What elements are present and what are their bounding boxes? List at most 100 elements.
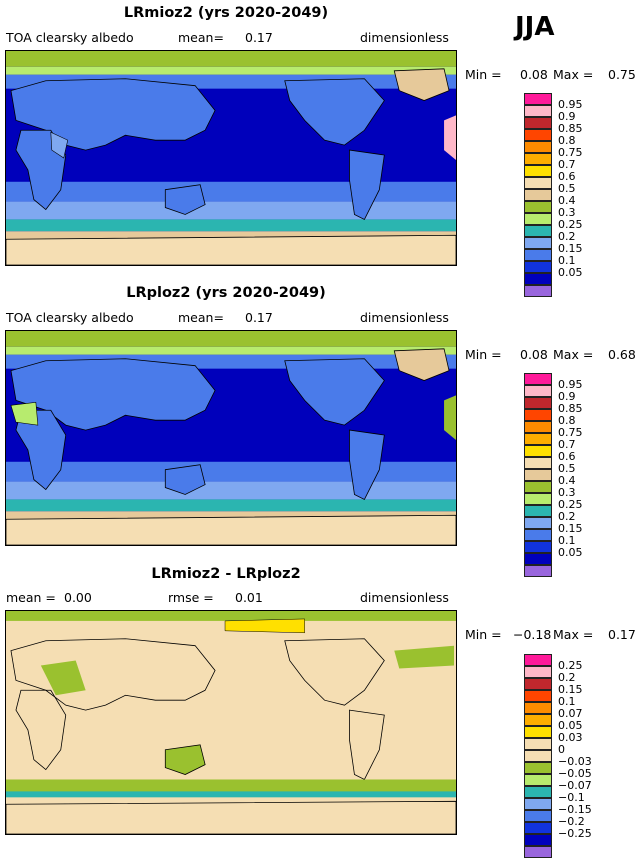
colorbar-tick-label: 0.2: [558, 510, 576, 523]
panel3-max-value: 0.17: [608, 627, 636, 642]
colorbar-tick-label: 0.5: [558, 462, 576, 475]
colorbar-tick-label: 0.95: [558, 98, 583, 111]
panel1-title: LRmioz2 (yrs 2020-2049): [123, 5, 329, 21]
colorbar-swatch: [524, 738, 552, 750]
colorbar-swatch: [524, 201, 552, 213]
panel3-max-label: Max =: [553, 627, 594, 642]
panel2-max-value: 0.68: [608, 347, 636, 362]
colorbar-swatch: [524, 786, 552, 798]
panel3-mean-label: mean =: [6, 590, 56, 605]
colorbar-swatch: [524, 93, 552, 105]
colorbar-swatch: [524, 481, 552, 493]
colorbar-swatch: [524, 541, 552, 553]
colorbar-swatch: [524, 517, 552, 529]
colorbar-tick-label: 0.85: [558, 122, 583, 135]
colorbar-tick-label: 0.6: [558, 450, 576, 463]
colorbar-swatch: [524, 666, 552, 678]
panel3-rmse-label: rmse =: [168, 590, 214, 605]
colorbar-swatch: [524, 273, 552, 285]
colorbar-swatch: [524, 213, 552, 225]
colorbar-swatch: [524, 702, 552, 714]
colorbar-tick-label: 0.05: [558, 546, 583, 559]
colorbar-swatch: [524, 397, 552, 409]
colorbar-swatch: [524, 810, 552, 822]
colorbar-swatch: [524, 421, 552, 433]
colorbar-swatch: [524, 714, 552, 726]
colorbar-tick-label: 0.15: [558, 242, 583, 255]
colorbar-swatch: [524, 285, 552, 297]
panel1-min-label: Min =: [465, 67, 502, 82]
colorbar-swatch: [524, 469, 552, 481]
colorbar-tick-label: 0.2: [558, 671, 576, 684]
colorbar-swatch: [524, 249, 552, 261]
panel3-min-label: Min =: [465, 627, 502, 642]
panel1-mean-value: 0.17: [245, 30, 273, 45]
season-label: JJA: [515, 12, 555, 42]
colorbar-swatch: [524, 445, 552, 457]
colorbar-tick-label: 0.15: [558, 522, 583, 535]
colorbar-tick-label: 0.2: [558, 230, 576, 243]
colorbar-tick-label: 0.75: [558, 426, 583, 439]
panel1-map: [5, 50, 457, 266]
colorbar-swatch: [524, 834, 552, 846]
colorbar-swatch: [524, 822, 552, 834]
colorbar-swatch: [524, 129, 552, 141]
panel1-min-value: 0.08: [520, 67, 548, 82]
colorbar-tick-label: 0.7: [558, 438, 576, 451]
colorbar-swatch: [524, 846, 552, 858]
colorbar-tick-label: −0.1: [558, 791, 585, 804]
colorbar-tick-label: 0.9: [558, 110, 576, 123]
colorbar-tick-label: 0.1: [558, 534, 576, 547]
colorbar-tick-label: 0.05: [558, 266, 583, 279]
colorbar-tick-label: 0.6: [558, 170, 576, 183]
colorbar-swatch: [524, 690, 552, 702]
colorbar-swatch: [524, 553, 552, 565]
colorbar-tick-label: 0.03: [558, 731, 583, 744]
colorbar-swatch: [524, 165, 552, 177]
colorbar-tick-label: 0.1: [558, 254, 576, 267]
panel2-field-label: TOA clearsky albedo: [6, 310, 134, 325]
panel1-units: dimensionless: [360, 30, 449, 45]
colorbar-swatch: [524, 237, 552, 249]
panel3-min-value: −0.18: [513, 627, 552, 642]
colorbar-tick-label: −0.03: [558, 755, 592, 768]
colorbar-swatch: [524, 385, 552, 397]
panel3-rmse-value: 0.01: [235, 590, 263, 605]
colorbar-tick-label: 0.8: [558, 134, 576, 147]
colorbar-tick-label: 0.1: [558, 695, 576, 708]
panel2-units: dimensionless: [360, 310, 449, 325]
colorbar-swatch: [524, 409, 552, 421]
colorbar-swatch: [524, 177, 552, 189]
colorbar-tick-label: 0.75: [558, 146, 583, 159]
colorbar-swatch: [524, 750, 552, 762]
panel2-min-value: 0.08: [520, 347, 548, 362]
colorbar-tick-label: −0.2: [558, 815, 585, 828]
panel1-field-label: TOA clearsky albedo: [6, 30, 134, 45]
colorbar-swatch: [524, 261, 552, 273]
colorbar-tick-label: 0.7: [558, 158, 576, 171]
panel3-map: [5, 610, 457, 835]
colorbar-swatch: [524, 678, 552, 690]
colorbar-swatch: [524, 654, 552, 666]
colorbar-swatch: [524, 153, 552, 165]
colorbar-tick-label: 0.15: [558, 683, 583, 696]
panel2-mean-label: mean=: [178, 310, 224, 325]
panel2-mean-value: 0.17: [245, 310, 273, 325]
colorbar-swatch: [524, 762, 552, 774]
panel2-min-label: Min =: [465, 347, 502, 362]
colorbar-swatch: [524, 433, 552, 445]
colorbar-swatch: [524, 373, 552, 385]
panel1-mean-label: mean=: [178, 30, 224, 45]
panel2-max-label: Max =: [553, 347, 594, 362]
colorbar-swatch: [524, 529, 552, 541]
colorbar-tick-label: 0.85: [558, 402, 583, 415]
colorbar-swatch: [524, 105, 552, 117]
colorbar-swatch: [524, 774, 552, 786]
colorbar-tick-label: −0.25: [558, 827, 592, 840]
colorbar-tick-label: 0.05: [558, 719, 583, 732]
colorbar-tick-label: 0.07: [558, 707, 583, 720]
colorbar-tick-label: 0.5: [558, 182, 576, 195]
colorbar-swatch: [524, 505, 552, 517]
panel2-title: LRploz2 (yrs 2020-2049): [126, 285, 326, 301]
colorbar-tick-label: 0.95: [558, 378, 583, 391]
